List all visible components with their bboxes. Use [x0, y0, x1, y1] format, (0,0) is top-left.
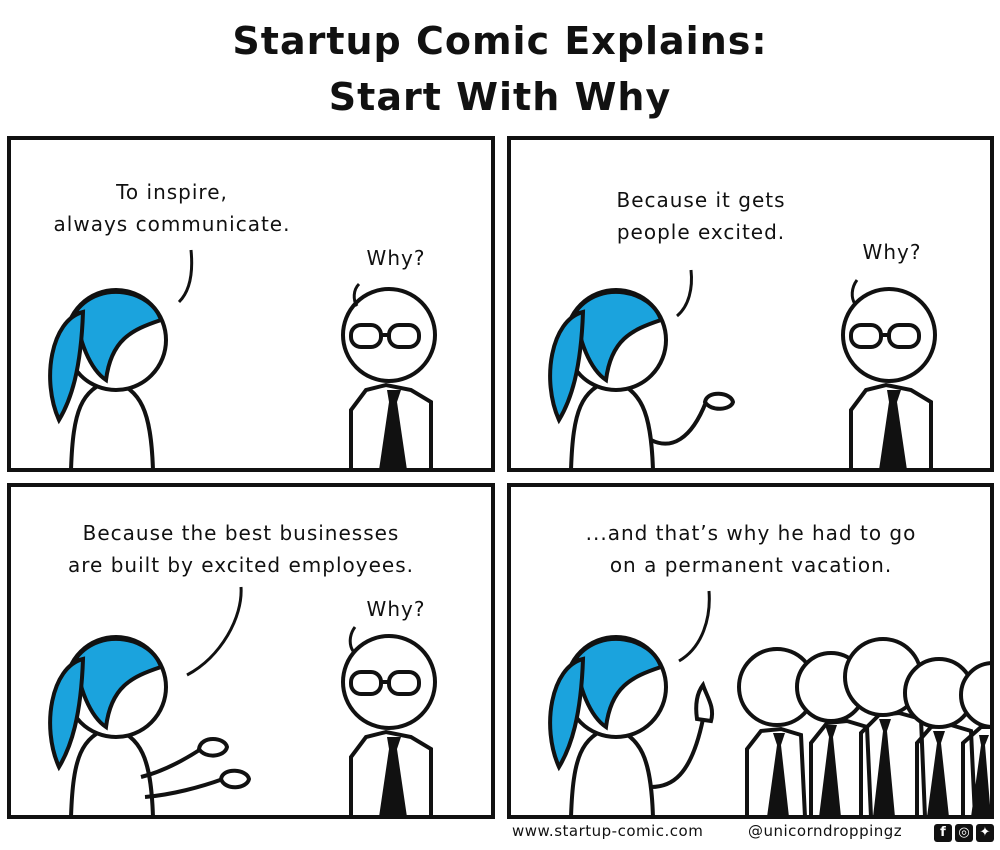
speech-text: Because it gets people excited.	[616, 188, 786, 244]
speech-text: Why?	[366, 246, 426, 270]
speech-text: To inspire, always communicate.	[53, 180, 291, 236]
speech-text: Why?	[862, 240, 922, 264]
speech-text: Why?	[366, 597, 426, 621]
speech-text: Because the best businesses are built by…	[68, 521, 414, 577]
speech-bubble-man: Why?	[837, 236, 947, 268]
comic-panel-1: To inspire, always communicate. Why?	[7, 136, 495, 472]
comic-panel-4: ...and that’s why he had to go on a perm…	[507, 483, 994, 819]
speech-bubble-man: Why?	[341, 242, 451, 274]
panel-4-drawing	[548, 590, 990, 815]
social-icons: f ◎ ✦	[934, 824, 994, 842]
panel-2-drawing	[548, 269, 937, 468]
speech-bubble-woman: Because the best businesses are built by…	[31, 517, 451, 581]
speech-bubble-woman: Because it gets people excited.	[591, 184, 811, 248]
panel-3-drawing	[48, 586, 437, 815]
crowd-of-employees	[737, 637, 990, 815]
comic-title-line1: Startup Comic Explains:	[232, 19, 768, 63]
comic-panel-2: Because it gets people excited. Why?	[507, 136, 994, 472]
footer-website[interactable]: www.startup-comic.com	[512, 822, 704, 840]
speech-bubble-woman: ...and that’s why he had to go on a perm…	[551, 517, 951, 581]
footer-handle[interactable]: @unicorndroppingz	[748, 822, 903, 840]
comic-title-line2: Start With Why	[328, 75, 672, 119]
twitter-icon[interactable]: ✦	[976, 824, 994, 842]
speech-text: ...and that’s why he had to go on a perm…	[585, 521, 917, 577]
comic-panel-3: Because the best businesses are built by…	[7, 483, 495, 819]
instagram-icon[interactable]: ◎	[955, 824, 973, 842]
panel-1-drawing	[48, 249, 437, 468]
speech-bubble-man: Why?	[341, 593, 451, 625]
speech-bubble-woman: To inspire, always communicate.	[47, 176, 297, 240]
facebook-icon[interactable]: f	[934, 824, 952, 842]
